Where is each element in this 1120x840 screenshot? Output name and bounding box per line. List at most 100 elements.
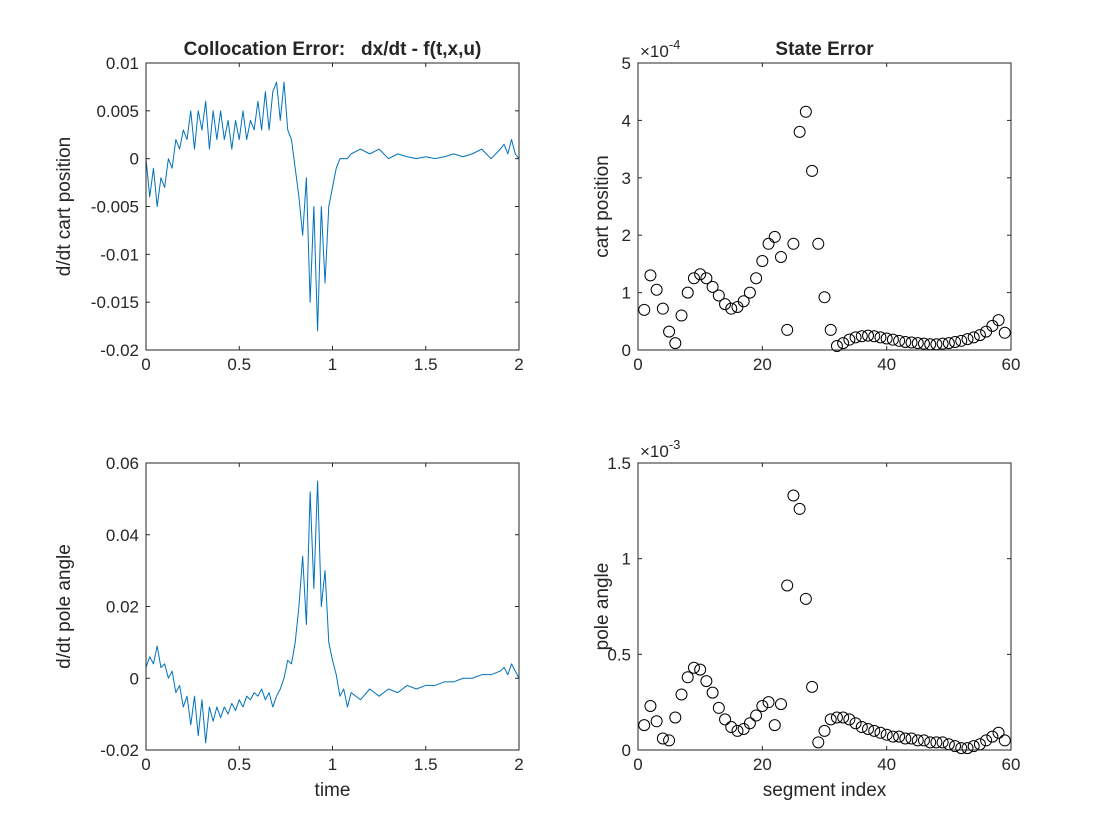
data-point [893,334,906,347]
y-exponent-base: ×10 [640,442,669,461]
data-point [849,331,862,344]
y-tick-label: 0 [622,741,631,760]
data-point [849,717,862,730]
data-point [737,295,750,308]
data-point [955,742,968,755]
data-point [806,680,819,693]
data-point [812,237,825,250]
data-point [874,331,887,344]
data-point [712,289,725,302]
data-point [806,164,819,177]
x-tick-label: 0 [141,755,150,774]
data-point [638,719,651,732]
data-point [644,699,657,712]
data-point [700,675,713,688]
data-point [669,711,682,724]
data-point [719,713,732,726]
y-exponent-power: -3 [669,437,681,452]
data-point [663,325,676,338]
data-point [812,736,825,749]
x-tick-label: 0.5 [227,755,251,774]
data-point [681,671,694,684]
data-point [750,709,763,722]
axes-state-error-cart-position: 0 20 40 60 0 1 2 3 4 5 State Error cart position ×10… [592,37,1020,374]
series-line [145,480,520,744]
y-tick-label: 0.5 [607,645,631,664]
plot-area [638,463,1011,750]
data-point [880,332,893,345]
data-point [650,715,663,728]
y-tick-label: 0 [130,669,139,688]
data-point [905,336,918,349]
y-exponent-power: -4 [669,37,681,52]
y-axis-label: d/dt cart position [54,137,75,276]
y-tick-label: -0.02 [100,341,139,360]
plot-area [146,63,519,350]
axes-title: Collocation Error: dx/dt - f(t,x,u) [184,39,482,60]
data-point [750,272,763,285]
x-tick-label: 0 [141,355,150,374]
data-point [899,335,912,348]
data-point [768,230,781,243]
data-point [781,579,794,592]
y-tick-label: 0.005 [96,102,139,121]
data-point [899,732,912,745]
data-point [949,740,962,753]
axes-box [145,62,520,351]
data-point [880,728,893,741]
y-tick-label: -0.015 [91,293,139,312]
data-point [756,255,769,268]
data-point [824,713,837,726]
data-point [862,722,875,735]
y-tick-label: 0.01 [106,54,139,73]
data-point [638,303,651,316]
data-point [843,333,856,346]
data-point [936,337,949,350]
data-point [986,730,999,743]
data-point [687,272,700,285]
x-tick-label: 0.5 [227,355,251,374]
data-point [731,724,744,737]
data-point [669,337,682,350]
data-point [774,251,787,264]
plot-area [146,463,519,750]
y-exponent-base: ×10 [640,42,669,61]
axes-title: State Error [775,39,874,60]
data-point [837,711,850,724]
data-point [905,732,918,745]
y-tick-label: 3 [622,169,631,188]
data-point [961,742,974,755]
data-point [980,734,993,747]
data-point [725,721,738,734]
data-point [942,337,955,350]
y-tick-label: 1 [622,550,631,569]
data-point [762,237,775,250]
y-tick-label: 0 [622,341,631,360]
data-point [799,105,812,118]
data-point [675,688,688,701]
y-axis-label: d/dt pole angle [54,544,75,669]
x-axis-label: time [315,780,351,801]
x-axis-label: segment index [763,780,887,801]
y-tick-label: 0.06 [106,454,139,473]
y-tick-label: 4 [622,111,631,130]
data-point [917,734,930,747]
data-point [706,686,719,699]
x-tick-label: 1.5 [414,355,438,374]
data-point [656,732,669,745]
data-point [967,740,980,753]
data-point [886,730,899,743]
data-point [762,696,775,709]
x-tick-label: 60 [1002,355,1021,374]
axes-box [637,462,1012,751]
data-point [924,736,937,749]
data-point [955,334,968,347]
data-point [911,337,924,350]
x-tick-label: 1.5 [414,755,438,774]
data-point [743,286,756,299]
data-point [998,734,1011,747]
data-point [868,724,881,737]
y-tick-label: 5 [622,54,631,73]
